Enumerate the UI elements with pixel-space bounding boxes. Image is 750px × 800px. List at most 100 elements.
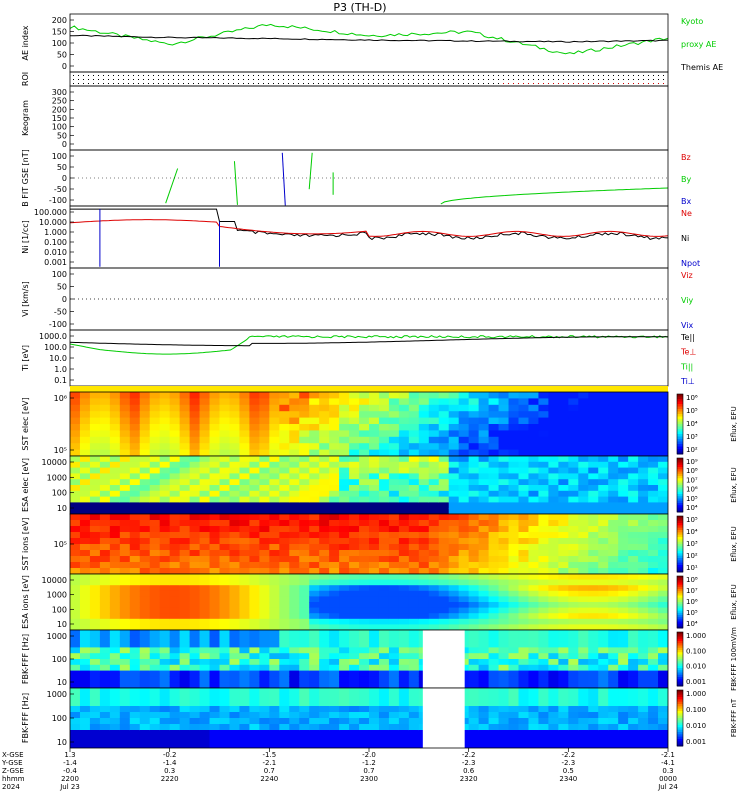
- spectrogram-cell: [548, 449, 559, 456]
- spectrogram-cell: [468, 641, 480, 648]
- spectrogram-cell: [388, 496, 400, 503]
- spectrogram-cell: [388, 694, 400, 701]
- spectrogram-cell: [359, 544, 370, 551]
- spectrogram-cell: [578, 630, 589, 637]
- spectrogram-cell: [588, 602, 599, 609]
- spectrogram-cell: [119, 635, 131, 643]
- colorbar-cell: [677, 597, 683, 601]
- spectrogram-cell: [189, 490, 201, 498]
- spectrogram-cell: [70, 624, 81, 630]
- spectrogram-cell: [259, 670, 270, 677]
- spectrogram-cell: [339, 550, 350, 557]
- spectrogram-cell: [229, 670, 241, 677]
- spectrogram-cell: [568, 461, 579, 469]
- spectrogram-cell: [488, 411, 500, 419]
- spectrogram-cell: [209, 496, 221, 503]
- spectrogram-cell: [359, 730, 370, 737]
- spectrogram-cell: [608, 436, 619, 444]
- spectrogram-cell: [239, 490, 250, 498]
- spectrogram-cell: [219, 449, 231, 456]
- spectrogram-cell: [638, 590, 649, 597]
- spectrogram-cell: [299, 670, 310, 677]
- roi-dot: [428, 75, 429, 76]
- spectrogram-cell: [269, 496, 280, 503]
- roi-dot: [343, 75, 344, 76]
- spectrogram-cell: [378, 579, 390, 586]
- spectrogram-cell: [129, 641, 141, 648]
- spectrogram-cell: [239, 467, 250, 474]
- spectrogram-cell: [628, 712, 639, 719]
- roi-dot: [503, 75, 504, 76]
- spectrogram-cell: [249, 392, 260, 399]
- spectrogram-cell: [608, 456, 619, 463]
- spectrogram-cell: [518, 496, 530, 503]
- spectrogram-cell: [289, 647, 300, 654]
- spectrogram-cell: [428, 411, 440, 419]
- spectrogram-cell: [369, 404, 380, 412]
- spectrogram-cell: [538, 736, 549, 743]
- spectrogram-cell: [149, 724, 161, 731]
- roi-dot: [543, 75, 544, 76]
- spectrogram-cell: [70, 613, 81, 620]
- spectrogram-cell: [568, 682, 579, 688]
- spectrogram-cell: [329, 724, 340, 731]
- spectrogram-cell: [309, 574, 320, 581]
- spectrogram-cell: [568, 590, 579, 597]
- spectrogram-cell: [658, 730, 668, 737]
- colorbar-cell: [677, 683, 683, 687]
- spectrogram-cell: [648, 635, 659, 643]
- spectrogram-cell: [349, 502, 360, 509]
- spectrogram-cell: [388, 624, 400, 630]
- spectrogram-cell: [79, 724, 91, 731]
- colorbar-cell: [677, 500, 683, 504]
- spectrogram-cell: [349, 670, 360, 677]
- b-field-trend: [440, 187, 668, 205]
- spectrogram-cell: [648, 398, 659, 406]
- spectrogram-cell: [219, 502, 231, 509]
- spectrogram-cell: [568, 449, 579, 456]
- spectrogram-cell: [488, 424, 500, 431]
- spectrogram-cell: [89, 556, 101, 563]
- spectrogram-cell: [109, 496, 121, 503]
- x-tick-label: Jul 24: [657, 783, 678, 791]
- spectrogram-cell: [269, 568, 280, 574]
- spectrogram-cell: [369, 544, 380, 551]
- spectrogram-cell: [498, 607, 510, 614]
- spectrogram-cell: [329, 436, 340, 444]
- spectrogram-cell: [518, 694, 530, 701]
- spectrogram-cell: [628, 659, 639, 666]
- spectrogram-cell: [598, 467, 609, 474]
- spectrogram-cell: [448, 607, 460, 614]
- spectrogram-cell: [618, 392, 629, 399]
- spectrogram-cell: [99, 736, 111, 743]
- spectrogram-cell: [199, 473, 211, 480]
- spectrogram-cell: [518, 479, 530, 486]
- spectrogram-cell: [259, 556, 270, 563]
- spectrogram-cell: [628, 574, 639, 581]
- spectrogram-cell: [70, 430, 81, 438]
- spectrogram-cell: [378, 392, 390, 399]
- colorbar-cell: [677, 434, 683, 437]
- spectrogram-cell: [528, 392, 540, 399]
- spectrogram-cell: [658, 404, 668, 412]
- spectrogram-cell: [398, 550, 410, 557]
- spectrogram-cell: [229, 618, 241, 625]
- spectrogram-cell: [119, 688, 131, 695]
- spectrogram-cell: [299, 456, 310, 463]
- spectrogram-cell: [219, 508, 231, 514]
- spectrogram-cell: [598, 664, 609, 672]
- spectrogram-cell: [528, 449, 540, 456]
- spectrogram-cell: [319, 404, 330, 412]
- spectrogram-cell: [468, 736, 480, 743]
- x-tick-label: -2.2: [561, 751, 575, 759]
- spectrogram-cell: [378, 443, 390, 451]
- roi-dot: [158, 75, 159, 76]
- spectrogram-cell: [70, 556, 81, 563]
- roi-dot: [208, 75, 209, 76]
- spectrogram-cell: [289, 730, 300, 737]
- spectrogram-cell: [259, 641, 270, 648]
- roi-dot: [313, 83, 314, 84]
- spectrogram-cell: [359, 718, 370, 725]
- roi-dot: [133, 83, 134, 84]
- spectrogram-cell: [398, 520, 410, 527]
